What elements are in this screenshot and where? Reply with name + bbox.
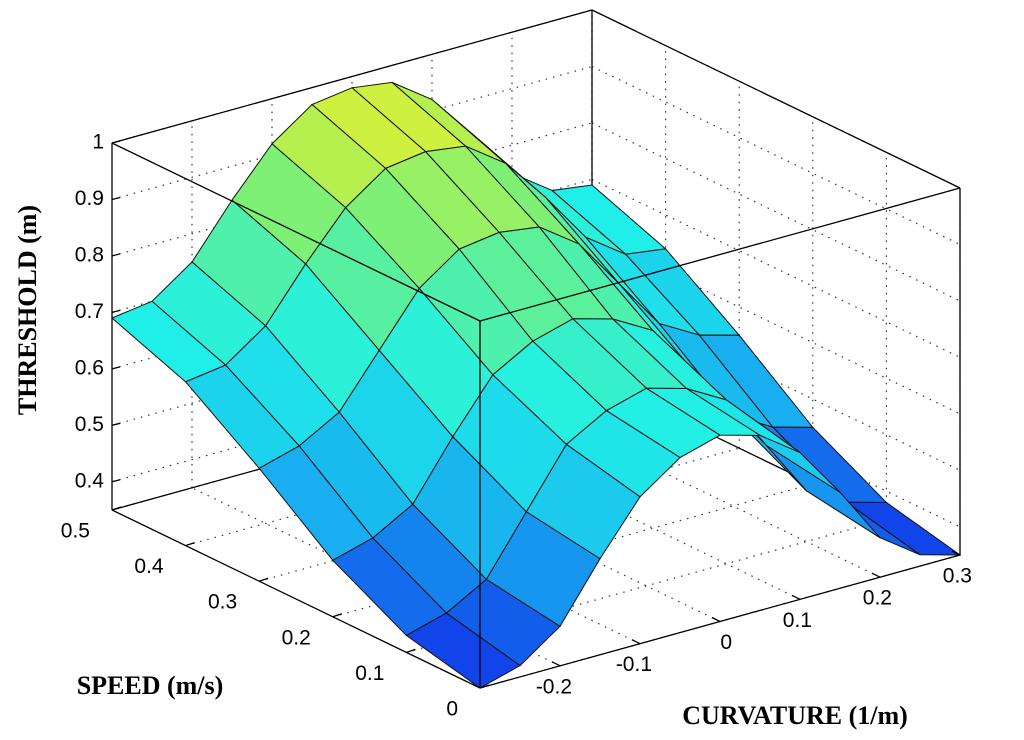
z-tick xyxy=(111,422,121,426)
grid-line xyxy=(111,122,593,257)
x-tick xyxy=(711,616,721,623)
y-tick xyxy=(332,613,343,618)
y-tick-label: 0.2 xyxy=(282,626,311,649)
y-tick xyxy=(406,648,416,654)
grid-line xyxy=(351,442,721,623)
x-tick-label: 0.1 xyxy=(783,609,812,632)
y-tick xyxy=(111,506,122,511)
axis-box xyxy=(111,9,593,144)
y-tick xyxy=(258,577,269,582)
y-tick xyxy=(185,541,195,547)
axis-box xyxy=(479,187,961,322)
z-tick-label: 0.5 xyxy=(75,413,104,436)
y-tick-label: 0.5 xyxy=(61,520,90,543)
grid-line xyxy=(591,122,961,302)
z-tick xyxy=(111,309,121,314)
y-tick-label: 0.3 xyxy=(208,591,237,614)
axis-box xyxy=(591,9,961,189)
grid-line xyxy=(511,398,881,578)
z-tick xyxy=(111,196,121,201)
grid-line xyxy=(431,420,801,600)
x-tick xyxy=(951,550,961,556)
z-tick-label: 0.9 xyxy=(75,187,104,210)
x-tick-label: 0.2 xyxy=(863,587,892,610)
axis-box xyxy=(111,142,481,322)
x-tick xyxy=(631,639,641,645)
y-tick-label: 0.4 xyxy=(134,555,164,578)
grid-line xyxy=(111,348,593,483)
grid-line xyxy=(591,65,961,246)
x-axis-label: CURVATURE (1/m) xyxy=(682,701,908,730)
x-tick xyxy=(871,572,881,578)
z-tick-label: 0.4 xyxy=(75,469,105,492)
grid-line xyxy=(591,178,961,358)
grid-line xyxy=(271,465,641,645)
y-tick-label: 0 xyxy=(446,698,458,721)
z-tick xyxy=(111,479,121,483)
z-tick-label: 1 xyxy=(92,131,104,154)
z-tick xyxy=(111,253,121,257)
axis-box xyxy=(111,509,481,689)
x-tick-label: 0 xyxy=(720,631,732,654)
y-tick-label: 0.1 xyxy=(355,662,384,685)
surface-patch xyxy=(405,612,521,689)
x-tick-label: 0.3 xyxy=(943,565,972,588)
x-tick-label: -0.1 xyxy=(616,653,652,676)
y-tick xyxy=(479,684,490,689)
z-tick-label: 0.7 xyxy=(75,300,104,323)
grid-line xyxy=(111,65,593,201)
z-tick xyxy=(111,140,121,144)
grid-line xyxy=(185,412,666,547)
z-axis-label: THRESHOLD (m) xyxy=(13,205,42,415)
grid-line xyxy=(111,291,593,426)
z-tick-label: 0.6 xyxy=(75,356,104,379)
x-tick-label: -0.2 xyxy=(536,675,572,698)
x-tick xyxy=(551,661,561,667)
z-tick-label: 0.8 xyxy=(75,243,104,266)
y-axis-label: SPEED (m/s) xyxy=(77,671,224,700)
x-tick xyxy=(791,594,801,600)
z-tick xyxy=(111,366,121,370)
